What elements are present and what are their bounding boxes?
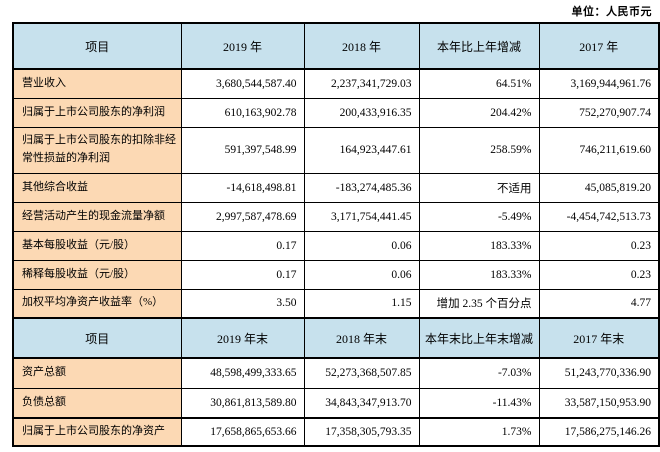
column-header-2018: 2018 年 bbox=[303, 22, 420, 70]
value-cell: 164,923,447.61 bbox=[303, 126, 420, 174]
value-cell: 0.23 bbox=[538, 259, 660, 290]
value-cell: 591,397,548.99 bbox=[180, 126, 305, 174]
table-row-basic-eps: 基本每股收益（元/股） 0.17 0.06 183.33% 0.23 bbox=[12, 230, 660, 261]
value-cell: -4,454,742,513.73 bbox=[538, 201, 660, 232]
change-cell: -7.03% bbox=[418, 357, 540, 389]
change-cell: 1.73% bbox=[418, 417, 540, 447]
table-row-net-profit-excl-nonrecurring: 归属于上市公司股东的扣除非经常性损益的净利润 591,397,548.99 16… bbox=[12, 126, 660, 174]
value-cell: 30,861,813,589.80 bbox=[180, 387, 305, 419]
value-cell: 2,997,587,478.69 bbox=[180, 201, 305, 232]
item-cell: 稀释每股收益（元/股） bbox=[12, 259, 182, 290]
value-cell: 0.17 bbox=[180, 230, 305, 261]
item-cell: 负债总额 bbox=[12, 387, 182, 419]
value-cell: 4.77 bbox=[538, 288, 660, 319]
item-cell: 其他综合收益 bbox=[12, 172, 182, 203]
column-header-2019-end: 2019 年末 bbox=[180, 317, 305, 359]
value-cell: 45,085,819.20 bbox=[538, 172, 660, 203]
value-cell: 0.06 bbox=[303, 230, 420, 261]
unit-label: 单位：人民币元 bbox=[571, 6, 652, 18]
value-cell: 51,243,770,336.90 bbox=[538, 357, 660, 389]
value-cell: 746,211,619.60 bbox=[538, 126, 660, 174]
change-cell: 183.33% bbox=[418, 259, 540, 290]
value-cell: 1.15 bbox=[303, 288, 420, 319]
table-row-diluted-eps: 稀释每股收益（元/股） 0.17 0.06 183.33% 0.23 bbox=[12, 259, 660, 290]
item-cell: 基本每股收益（元/股） bbox=[12, 230, 182, 261]
table-row-net-profit: 归属于上市公司股东的净利润 610,163,902.78 200,433,916… bbox=[12, 97, 660, 128]
value-cell: 200,433,916.35 bbox=[303, 97, 420, 128]
change-cell: 183.33% bbox=[418, 230, 540, 261]
value-cell: 0.17 bbox=[180, 259, 305, 290]
change-cell: 增加 2.35 个百分点 bbox=[418, 288, 540, 319]
change-cell: 258.59% bbox=[418, 126, 540, 174]
column-header-change: 本年比上年增减 bbox=[418, 22, 540, 70]
value-cell: 17,658,865,653.66 bbox=[180, 417, 305, 447]
value-cell: -183,274,485.36 bbox=[303, 172, 420, 203]
value-cell: 52,273,368,507.85 bbox=[303, 357, 420, 389]
table-row-total-assets: 资产总额 48,598,499,333.65 52,273,368,507.85… bbox=[12, 357, 660, 389]
value-cell: 752,270,907.74 bbox=[538, 97, 660, 128]
change-cell: 204.42% bbox=[418, 97, 540, 128]
column-header-2017: 2017 年 bbox=[538, 22, 660, 70]
column-header-2018-end: 2018 年末 bbox=[303, 317, 420, 359]
value-cell: 3,171,754,441.45 bbox=[303, 201, 420, 232]
change-cell: 64.51% bbox=[418, 68, 540, 99]
financial-table: 项目 2019 年 2018 年 本年比上年增减 2017 年 营业收入 3,6… bbox=[12, 22, 660, 447]
table-row-other-comprehensive-income: 其他综合收益 -14,618,498.81 -183,274,485.36 不适… bbox=[12, 172, 660, 203]
table-row-net-assets: 归属于上市公司股东的净资产 17,658,865,653.66 17,358,3… bbox=[12, 417, 660, 447]
value-cell: -14,618,498.81 bbox=[180, 172, 305, 203]
value-cell: 0.23 bbox=[538, 230, 660, 261]
column-header-item: 项目 bbox=[12, 317, 182, 359]
change-cell: -11.43% bbox=[418, 387, 540, 419]
year-end-header-row: 项目 2019 年末 2018 年末 本年末比上年末增减 2017 年末 bbox=[12, 317, 660, 359]
change-cell: -5.49% bbox=[418, 201, 540, 232]
annual-header-row: 项目 2019 年 2018 年 本年比上年增减 2017 年 bbox=[12, 22, 660, 70]
value-cell: 3.50 bbox=[180, 288, 305, 319]
value-cell: 17,586,275,146.26 bbox=[538, 417, 660, 447]
column-header-item: 项目 bbox=[12, 22, 182, 70]
table-row-total-liabilities: 负债总额 30,861,813,589.80 34,843,347,913.70… bbox=[12, 387, 660, 419]
value-cell: 0.06 bbox=[303, 259, 420, 290]
column-header-2019: 2019 年 bbox=[180, 22, 305, 70]
value-cell: 33,587,150,953.90 bbox=[538, 387, 660, 419]
table-row-weighted-roe: 加权平均净资产收益率（%） 3.50 1.15 增加 2.35 个百分点 4.7… bbox=[12, 288, 660, 319]
column-header-2017-end: 2017 年末 bbox=[538, 317, 660, 359]
item-cell: 加权平均净资产收益率（%） bbox=[12, 288, 182, 319]
value-cell: 48,598,499,333.65 bbox=[180, 357, 305, 389]
item-cell: 归属于上市公司股东的净利润 bbox=[12, 97, 182, 128]
value-cell: 34,843,347,913.70 bbox=[303, 387, 420, 419]
table-row-operating-cash-flow: 经营活动产生的现金流量净额 2,997,587,478.69 3,171,754… bbox=[12, 201, 660, 232]
item-cell: 资产总额 bbox=[12, 357, 182, 389]
item-cell: 归属于上市公司股东的净资产 bbox=[12, 417, 182, 447]
table-row-revenue: 营业收入 3,680,544,587.40 2,237,341,729.03 6… bbox=[12, 68, 660, 99]
item-cell: 经营活动产生的现金流量净额 bbox=[12, 201, 182, 232]
column-header-change-end: 本年末比上年末增减 bbox=[418, 317, 540, 359]
value-cell: 17,358,305,793.35 bbox=[303, 417, 420, 447]
change-cell: 不适用 bbox=[418, 172, 540, 203]
item-cell: 营业收入 bbox=[12, 68, 182, 99]
value-cell: 3,169,944,961.76 bbox=[538, 68, 660, 99]
value-cell: 610,163,902.78 bbox=[180, 97, 305, 128]
item-cell: 归属于上市公司股东的扣除非经常性损益的净利润 bbox=[12, 126, 182, 174]
value-cell: 3,680,544,587.40 bbox=[180, 68, 305, 99]
value-cell: 2,237,341,729.03 bbox=[303, 68, 420, 99]
